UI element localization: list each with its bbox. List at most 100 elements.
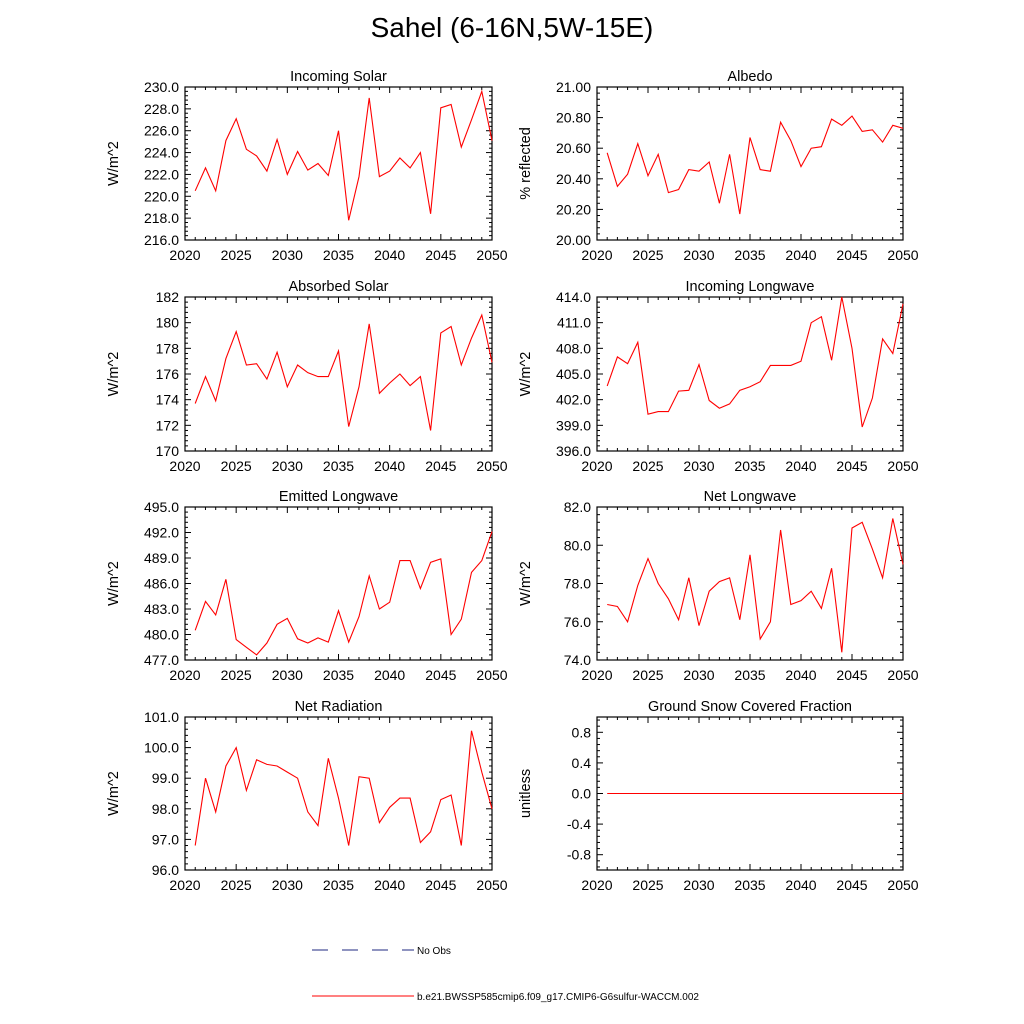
y-axis-label: % reflected [518,127,534,200]
series-line-1 [194,89,493,221]
x-tick-label: 2040 [785,247,816,263]
y-tick-label: 100.0 [144,740,179,756]
y-tick-label: 224.0 [144,145,179,161]
plot-frame [184,296,493,452]
y-tick-label: 74.0 [564,652,591,668]
x-tick-label: 2020 [581,667,612,683]
x-tick-label: 2050 [476,247,507,263]
x-tick-label: 2035 [734,247,765,263]
panel-title: Albedo [727,69,772,85]
x-tick-label: 2045 [425,458,456,474]
x-tick-label: 2025 [632,667,663,683]
y-axis-label: W/m^2 [106,771,122,816]
series-line-1 [606,296,904,428]
x-tick-label: 2025 [221,247,252,263]
y-tick-label: 96.0 [152,862,179,878]
x-tick-label: 2045 [425,247,456,263]
y-tick-label: 220.0 [144,188,179,204]
x-tick-label: 2040 [785,667,816,683]
x-tick-label: 2050 [887,667,918,683]
y-tick-label: 170 [156,443,180,459]
x-tick-label: 2030 [272,247,303,263]
panel-title: Net Longwave [704,489,797,505]
x-tick-label: 2020 [169,667,200,683]
y-tick-label: 182 [156,289,180,305]
x-tick-label: 2040 [785,877,816,893]
chart-panel-6: Net Longwave W/m^2 2020 2025 2030 2035 2040 204… [518,489,919,683]
y-tick-label: 226.0 [144,123,179,139]
y-axis-label: W/m^2 [106,561,122,606]
legend: No Obs b.e21.BWSSP585cmip6.f09_g17.CMIP6-… [312,946,699,1003]
y-tick-label: 228.0 [144,101,179,117]
x-tick-label: 2020 [581,247,612,263]
y-tick-label: 101.0 [144,709,179,725]
y-tick-label: 98.0 [152,801,179,817]
y-tick-label: 399.0 [556,417,591,433]
plot-frame [596,506,904,661]
y-tick-label: 176 [156,366,180,382]
panel-title: Net Radiation [295,699,383,715]
y-tick-label: 0.8 [572,724,592,740]
series-line-1 [607,518,904,653]
y-tick-label: 405.0 [556,366,591,382]
y-tick-label: 178 [156,340,180,356]
y-tick-label: 97.0 [152,831,179,847]
y-tick-label: 99.0 [152,770,179,786]
chart-panel-2: Albedo % reflected 2020 2025 2030 2035 2040 204… [518,69,919,263]
x-tick-label: 2020 [169,877,200,893]
series-line-1 [606,115,904,215]
x-tick-label: 2050 [476,458,507,474]
x-tick-label: 2030 [272,877,303,893]
x-tick-label: 2035 [734,877,765,893]
y-tick-label: 480.0 [144,627,179,643]
x-tick-label: 2040 [374,877,405,893]
x-tick-label: 2050 [887,877,918,893]
y-tick-label: 80.0 [564,537,591,553]
chart-panel-4: Incoming Longwave W/m^2 2020 2025 2030 2035 20… [518,279,919,474]
legend-label-model: b.e21.BWSSP585cmip6.f09_g17.CMIP6-G6sulf… [417,992,699,1003]
panel-title: Emitted Longwave [279,489,398,505]
x-tick-label: 2045 [836,877,867,893]
x-tick-label: 2020 [169,247,200,263]
x-tick-label: 2025 [221,458,252,474]
y-tick-label: 21.00 [556,79,591,95]
y-tick-label: 486.0 [144,576,179,592]
plot-frame [184,506,493,661]
x-tick-label: 2030 [683,667,714,683]
chart-panel-5: Emitted Longwave W/m^2 2020 2025 2030 2035 204… [106,489,508,683]
panel-title: Incoming Longwave [686,279,815,295]
y-tick-label: 172 [156,417,180,433]
y-tick-label: 20.60 [556,140,591,156]
y-tick-label: 483.0 [144,601,179,617]
x-tick-label: 2030 [683,877,714,893]
y-tick-label: 477.0 [144,652,179,668]
x-tick-label: 2045 [836,247,867,263]
x-tick-label: 2035 [734,667,765,683]
x-tick-label: 2050 [887,247,918,263]
y-tick-label: -0.4 [567,816,591,832]
y-tick-label: 411.0 [557,315,591,331]
x-tick-label: 2020 [169,458,200,474]
y-tick-label: 414.0 [556,289,591,305]
y-tick-label: 20.80 [556,110,591,126]
y-axis-label: W/m^2 [518,352,534,397]
y-tick-label: -0.8 [567,847,591,863]
y-tick-label: 222.0 [144,166,179,182]
x-tick-label: 2050 [476,877,507,893]
x-tick-label: 2035 [323,877,354,893]
y-tick-label: 0.0 [572,786,592,802]
x-tick-label: 2045 [836,458,867,474]
panel-title: Incoming Solar [290,69,387,85]
y-tick-label: 20.00 [556,232,591,248]
x-tick-label: 2040 [374,247,405,263]
x-tick-label: 2040 [374,667,405,683]
chart-panel-1: Incoming Solar W/m^2 2020 2025 2030 2035 2040 2… [106,69,508,263]
legend-label-no-obs: No Obs [417,946,451,957]
x-tick-label: 2025 [632,458,663,474]
x-tick-label: 2045 [425,667,456,683]
x-tick-label: 2025 [221,667,252,683]
y-tick-label: 218.0 [144,210,179,226]
chart-panel-3: Absorbed Solar W/m^2 2020 2025 2030 2035 2040 2… [106,279,508,474]
y-tick-label: 396.0 [556,443,591,459]
